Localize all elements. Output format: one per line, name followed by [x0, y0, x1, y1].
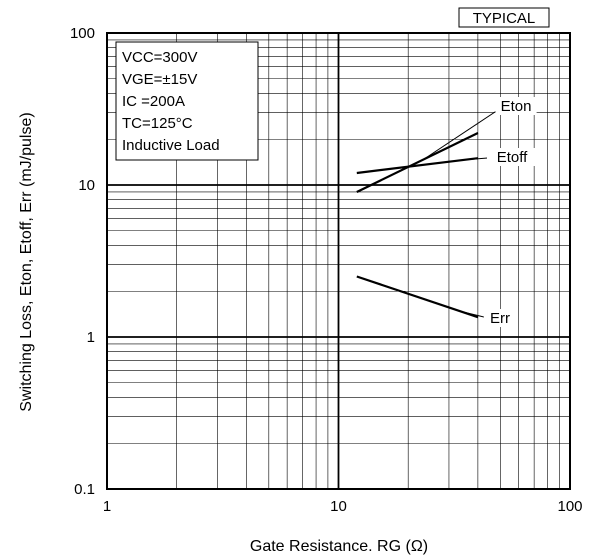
x-tick-label: 1 [103, 498, 111, 515]
err-line [356, 275, 479, 319]
condition-vge: VGE=±15V [122, 71, 197, 88]
condition-tc: TC=125°C [122, 115, 193, 132]
eton-label: Eton [501, 98, 532, 115]
condition-vcc: VCC=300V [122, 49, 197, 66]
condition-load: Inductive Load [122, 137, 220, 154]
etoff-line [356, 157, 479, 175]
x-tick-label: 10 [330, 498, 347, 515]
err-leader [459, 310, 489, 319]
y-axis-label: Switching Loss, Eton, Etoff, Err (mJ/pul… [18, 112, 35, 411]
etoff-label-bg [487, 148, 537, 166]
annotations: VCC=300V VGE=±15V IC =200A TC=125°C Indu… [115, 7, 550, 161]
eton-label-bg [495, 97, 537, 115]
tick-labels: 1 10 100 0.1 1 10 100 [70, 25, 583, 515]
y-tick-label: 1 [87, 329, 95, 346]
err-label: Err [490, 310, 510, 327]
typical-badge-box [458, 7, 550, 28]
err-label-bg [483, 309, 517, 327]
x-axis-label: Gate Resistance. RG (Ω) [250, 538, 428, 555]
typical-badge: TYPICAL [473, 10, 536, 27]
y-tick-label: 10 [78, 177, 95, 194]
y-tick-label: 0.1 [74, 481, 95, 498]
eton-line [356, 132, 479, 193]
condition-ic: IC =200A [122, 93, 185, 110]
x-tick-label: 100 [557, 498, 582, 515]
series-lines: Eton Etoff Err [356, 97, 537, 327]
plot-frame [106, 32, 571, 490]
y-tick-label: 100 [70, 25, 95, 42]
etoff-label: Etoff [497, 149, 528, 166]
conditions-box [115, 41, 259, 161]
eton-leader [423, 105, 505, 160]
